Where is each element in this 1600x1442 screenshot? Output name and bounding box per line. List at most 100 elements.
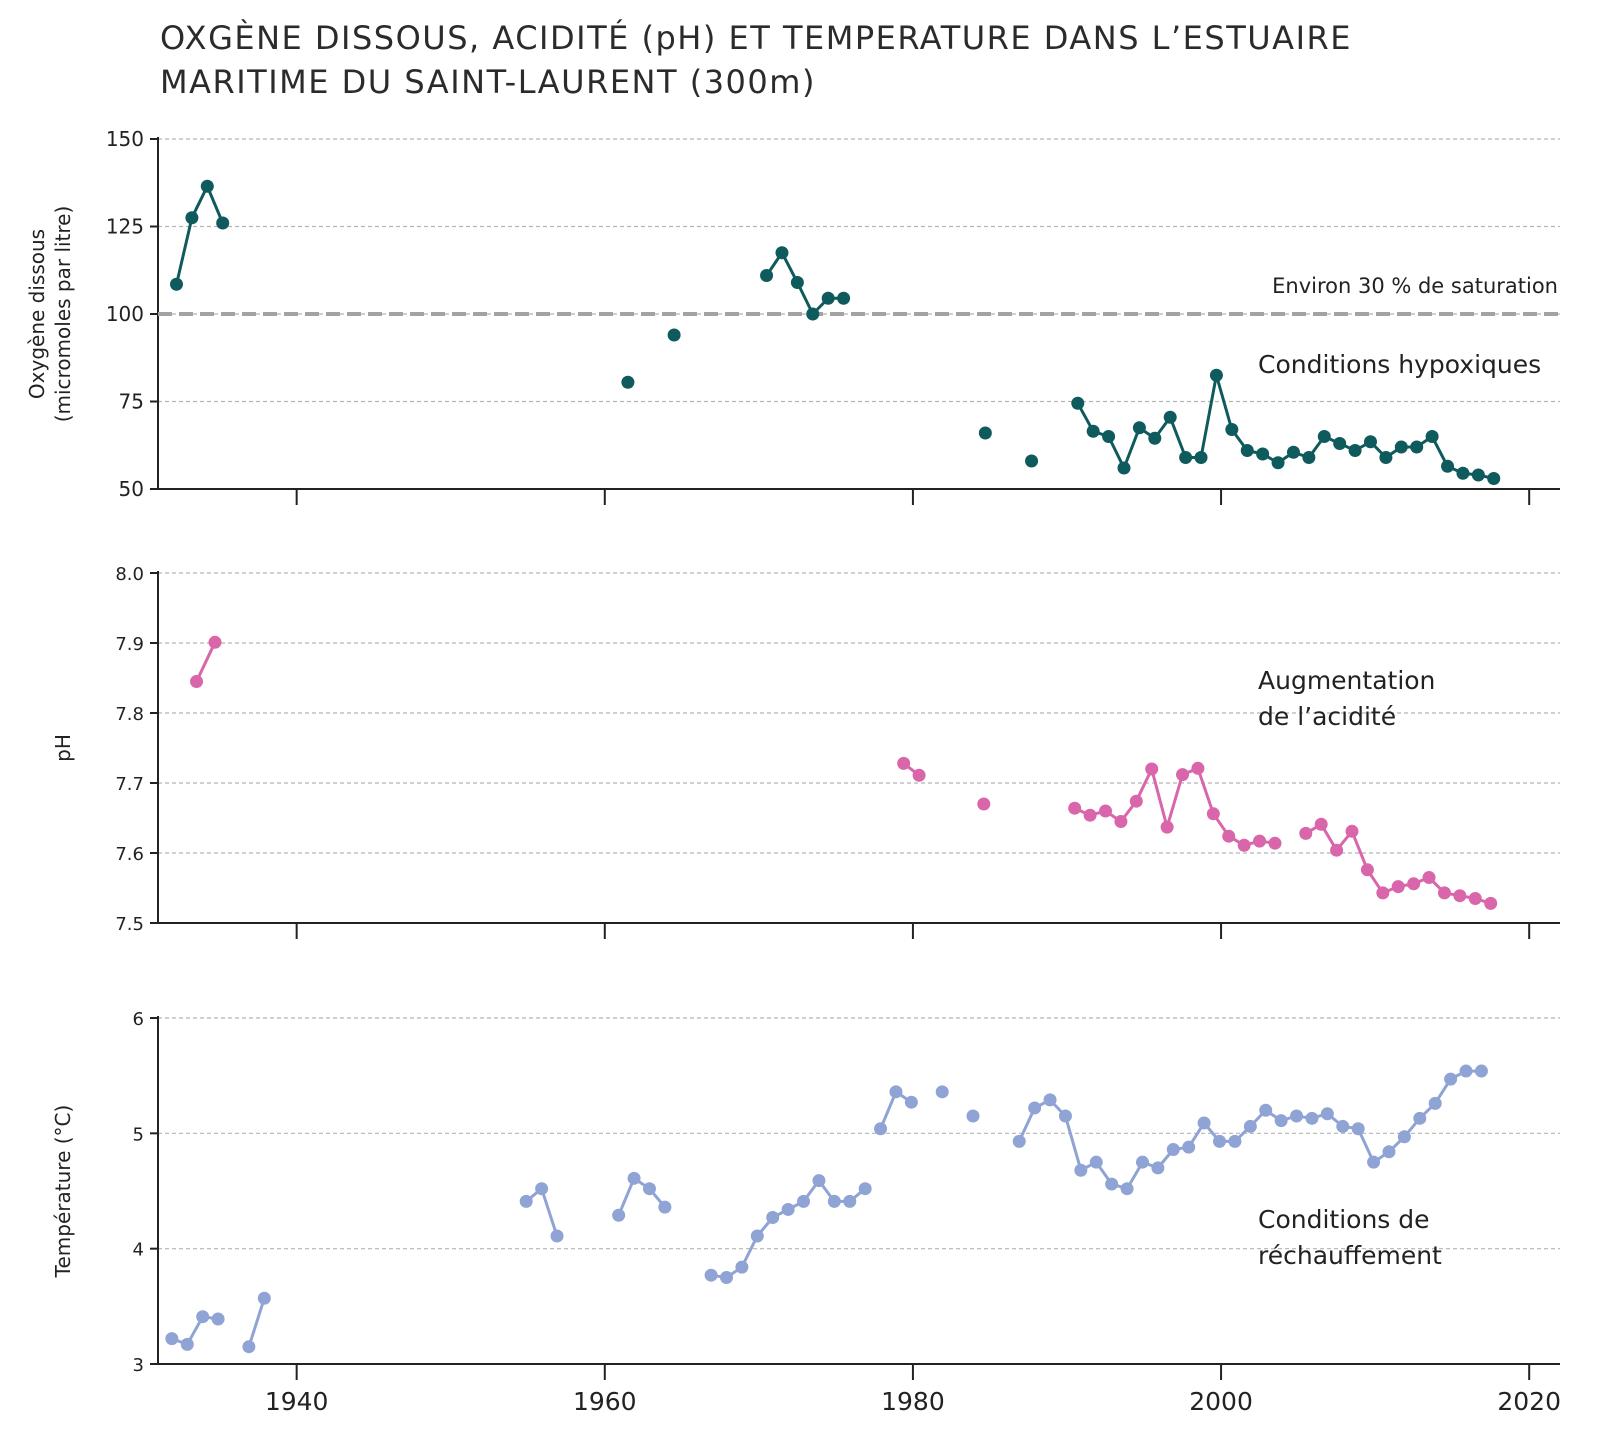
data-point — [621, 375, 635, 389]
data-point — [750, 1229, 764, 1243]
data-point — [1099, 804, 1113, 818]
data-point — [1225, 423, 1239, 436]
data-point — [1336, 1119, 1350, 1133]
series-line — [195, 641, 217, 683]
data-point — [1083, 808, 1097, 822]
x-tick-label: 1980 — [881, 1387, 945, 1416]
x-tick-label: 1960 — [573, 1387, 637, 1416]
data-point — [1407, 877, 1421, 891]
data-point — [190, 675, 204, 688]
series-line — [525, 1187, 559, 1237]
data-point — [1330, 843, 1344, 857]
data-point — [790, 276, 804, 289]
data-point — [837, 291, 851, 305]
series-line — [1076, 373, 1495, 480]
series-line — [710, 1179, 867, 1279]
data-point — [1453, 889, 1467, 903]
data-point — [169, 277, 183, 291]
data-point — [1425, 430, 1439, 443]
data-point — [535, 1182, 549, 1196]
data-point — [1071, 396, 1085, 410]
data-point — [1206, 807, 1220, 821]
data-point — [977, 797, 991, 811]
data-point — [211, 1312, 225, 1326]
data-point — [1117, 461, 1131, 475]
data-point — [1382, 1145, 1396, 1159]
data-point — [1317, 430, 1331, 443]
y-tick-label: 125 — [106, 215, 144, 239]
series-line — [765, 251, 844, 316]
annotation: Conditions de — [1258, 1205, 1430, 1234]
data-point — [1274, 1114, 1288, 1128]
y-axis-label: pH — [51, 734, 75, 762]
data-point — [1376, 886, 1390, 900]
data-point — [1391, 880, 1405, 894]
data-point — [1484, 896, 1498, 910]
data-point — [627, 1171, 641, 1185]
data-point — [1256, 447, 1270, 461]
data-point — [1348, 444, 1362, 457]
x-tick-label: 1940 — [265, 1387, 329, 1416]
data-point — [1222, 829, 1236, 843]
data-point — [1441, 459, 1455, 473]
data-point — [216, 216, 230, 230]
data-point — [1151, 1161, 1165, 1175]
data-point — [1397, 1130, 1411, 1144]
y-tick-label: 150 — [106, 127, 144, 151]
data-point — [196, 1310, 210, 1324]
data-point — [1028, 1101, 1042, 1115]
data-point — [1422, 871, 1436, 884]
series-line — [171, 1315, 219, 1346]
data-point — [735, 1260, 749, 1274]
y-tick-label: 7.8 — [115, 704, 144, 725]
data-point — [1105, 1177, 1119, 1191]
data-point — [1086, 424, 1100, 438]
data-point — [208, 635, 222, 649]
data-point — [978, 426, 992, 440]
data-point — [1240, 444, 1254, 457]
data-point — [1290, 1109, 1304, 1123]
data-point — [1089, 1155, 1103, 1169]
y-tick-label: 3 — [133, 1355, 144, 1376]
chart-title-line-2: MARITIME DU SAINT-LAURENT (300m) — [160, 63, 816, 101]
data-point — [667, 328, 681, 342]
x-tick-label: 2020 — [1497, 1387, 1561, 1416]
annotation: Conditions hypoxiques — [1258, 350, 1541, 379]
data-point — [843, 1194, 857, 1208]
y-axis-label: Température (°C) — [51, 1105, 75, 1279]
reference-line-label: Environ 30 % de saturation — [1272, 274, 1558, 298]
series-line — [175, 184, 225, 285]
data-point — [550, 1229, 564, 1243]
y-tick-label: 8.0 — [115, 564, 144, 585]
data-point — [1363, 435, 1377, 449]
data-point — [775, 246, 789, 260]
data-point — [242, 1340, 256, 1354]
data-point — [1471, 468, 1485, 482]
data-point — [812, 1174, 826, 1188]
y-tick-label: 50 — [119, 477, 144, 501]
data-point — [658, 1200, 672, 1214]
y-tick-label: 6 — [133, 1009, 144, 1030]
data-point — [806, 307, 820, 321]
y-tick-label: 5 — [133, 1124, 144, 1145]
data-point — [1474, 1064, 1488, 1078]
data-point — [1068, 801, 1082, 815]
data-point — [1271, 456, 1285, 470]
data-point — [1120, 1182, 1134, 1196]
data-point — [1243, 1119, 1257, 1133]
data-point — [1163, 410, 1177, 424]
data-point — [897, 756, 911, 770]
data-point — [935, 1085, 949, 1099]
data-point — [1410, 440, 1424, 454]
annotation: réchauffement — [1258, 1241, 1442, 1270]
y-tick-label: 7.5 — [115, 914, 144, 935]
data-point — [1012, 1134, 1026, 1148]
data-point — [1259, 1103, 1273, 1117]
data-point — [1268, 836, 1282, 850]
data-point — [720, 1271, 734, 1284]
data-point — [1314, 817, 1328, 831]
series-line — [617, 1176, 667, 1216]
data-point — [1194, 451, 1208, 464]
data-point — [1345, 824, 1359, 838]
